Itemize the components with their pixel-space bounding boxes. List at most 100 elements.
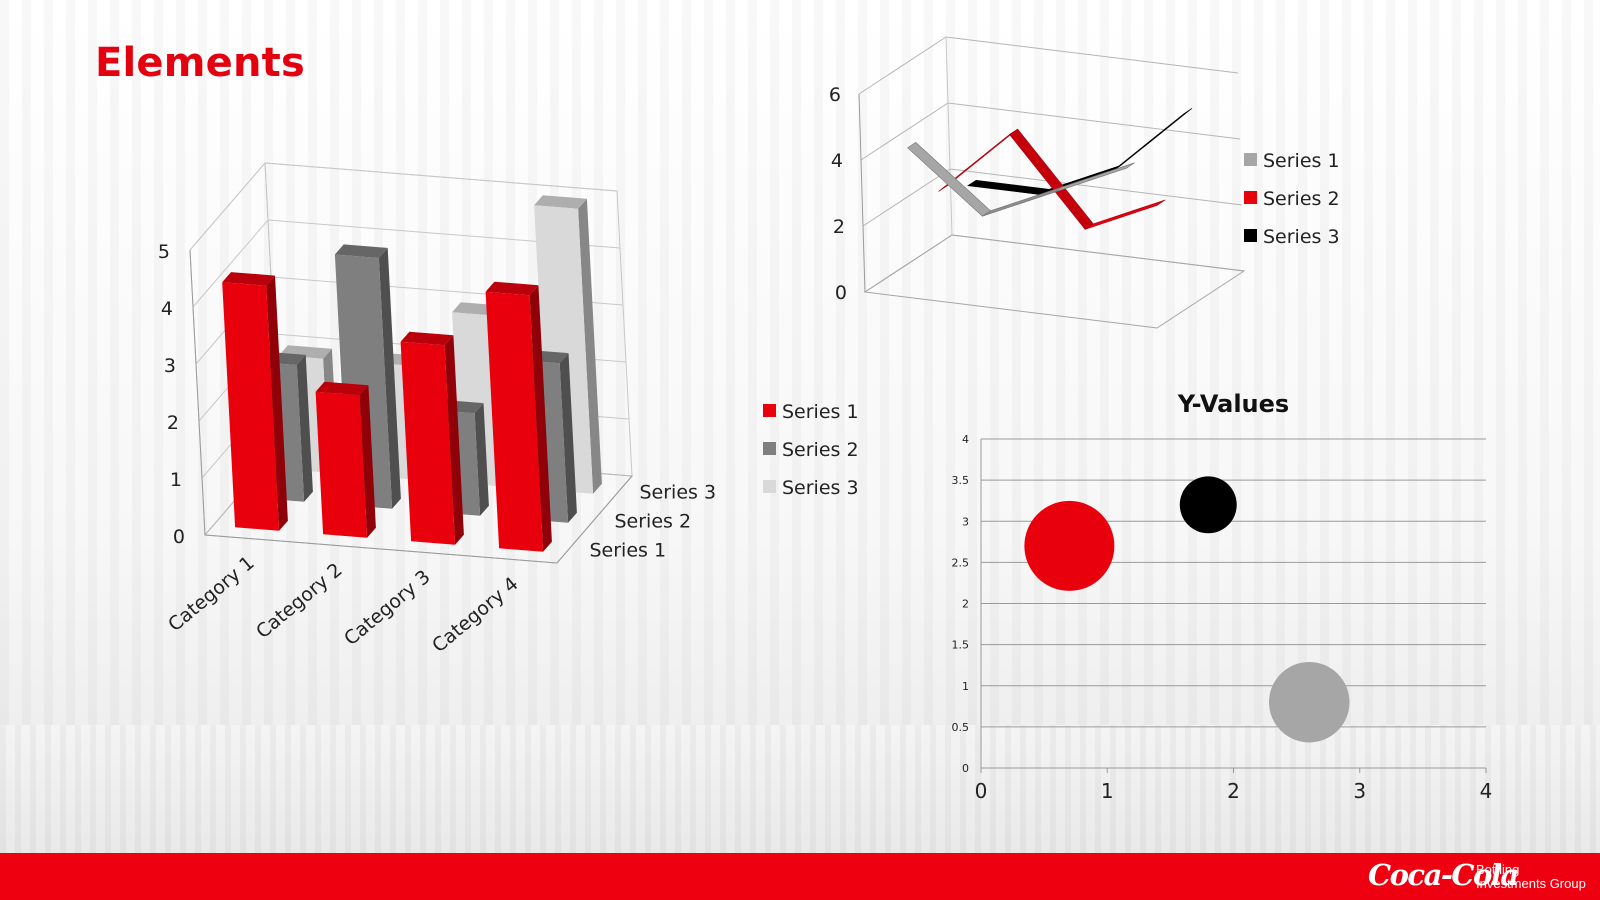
bar-side xyxy=(559,353,577,523)
bar-front xyxy=(485,291,544,552)
bar-y-tick-label: 3 xyxy=(164,355,176,377)
line-y-tick-label: 6 xyxy=(829,84,841,106)
bubble-x-tick-label: 4 xyxy=(1480,779,1493,803)
bar-gridline xyxy=(189,162,618,251)
bar-category-label: Category 1 xyxy=(164,552,259,636)
logo-script: Coca-Cola xyxy=(1368,858,1519,892)
bubble-y-tick-label: 2.5 xyxy=(952,556,970,569)
logo-text: Bottling Investments Group xyxy=(1476,863,1600,891)
bar-y-tick-label: 2 xyxy=(167,412,179,434)
bar-side xyxy=(266,275,288,531)
bubble-y-tick-label: 0 xyxy=(962,762,969,775)
bar-top xyxy=(400,331,454,346)
line-y-tick-label: 4 xyxy=(831,150,843,172)
bar-y-tick-label: 1 xyxy=(170,469,182,491)
bar-side xyxy=(378,247,401,509)
line-y-axis xyxy=(858,93,866,293)
bar-depth-axis xyxy=(556,475,633,564)
logo-line-1: Bottling xyxy=(1476,862,1520,877)
bubble-y-tick-label: 1 xyxy=(962,680,969,693)
line-segment xyxy=(1112,108,1193,171)
floor-pattern xyxy=(0,725,1600,853)
bar-y-tick-label: 0 xyxy=(173,526,185,548)
bar-top xyxy=(334,244,388,258)
bar-category-label: Category 2 xyxy=(252,559,347,643)
line-gridline xyxy=(858,36,1239,95)
bar xyxy=(315,381,376,538)
bar-x-axis xyxy=(204,534,558,564)
bubble-chart: Y-Values 0 0.5 1 1.5 2 2.5 3 3.5 4 0 1 2 3 4 xyxy=(952,390,1493,803)
line-series xyxy=(938,128,1166,230)
bar xyxy=(485,281,552,552)
bubble xyxy=(1024,500,1115,591)
legend-swatch xyxy=(1244,191,1257,204)
bar-series-axis-label: Series 2 xyxy=(615,511,692,533)
slide-title: Elements xyxy=(95,40,305,86)
legend-swatch xyxy=(763,480,776,493)
bubble-chart-title: Y-Values xyxy=(1177,390,1289,418)
legend-label: Series 3 xyxy=(1263,226,1340,248)
legend-swatch xyxy=(1244,229,1257,242)
bar-top xyxy=(485,281,539,296)
line-series xyxy=(907,142,1135,217)
bubble-y-tick-label: 1.5 xyxy=(952,639,970,652)
legend-label: Series 2 xyxy=(782,439,859,461)
bar xyxy=(222,272,288,531)
bar-chart-legend: Series 1 Series 2 Series 3 xyxy=(763,401,859,499)
bubble-y-tick-label: 4 xyxy=(962,433,969,446)
bar-front xyxy=(222,282,280,531)
line-y-tick-label: 2 xyxy=(833,216,845,238)
line-segment xyxy=(1054,162,1135,193)
bar-side xyxy=(296,354,313,502)
line-floor xyxy=(863,234,1246,329)
company-logo: Coca-Cola Bottling Investments Group xyxy=(1340,853,1600,900)
line-back-corner xyxy=(945,36,953,236)
bubble-x-tick-label: 0 xyxy=(975,779,988,803)
legend-swatch xyxy=(1244,153,1257,166)
bar-side xyxy=(578,198,602,494)
bar-top xyxy=(315,381,369,396)
bubble-y-tick-label: 0.5 xyxy=(952,721,970,734)
legend-label: Series 1 xyxy=(782,401,859,423)
bar-front xyxy=(400,341,456,545)
bar-gridline xyxy=(192,219,621,308)
line-chart-walls xyxy=(858,36,1246,329)
bar-series-axis-label: Series 1 xyxy=(590,540,667,562)
bar xyxy=(400,331,464,545)
bar-y-tick-label: 5 xyxy=(158,241,170,263)
bubble xyxy=(1179,476,1237,534)
line-y-tick-label: 0 xyxy=(835,282,847,304)
bar-front xyxy=(315,391,368,538)
legend-label: Series 2 xyxy=(1263,188,1340,210)
footer-bar xyxy=(0,853,1600,900)
legend-swatch xyxy=(763,442,776,455)
bar-top xyxy=(222,272,275,286)
bar-side xyxy=(474,403,489,516)
line-segment xyxy=(967,179,1050,196)
bar-side xyxy=(444,335,464,545)
bubble-x-tick-label: 3 xyxy=(1353,779,1366,803)
line-chart-legend: Series 1 Series 2 Series 3 xyxy=(1244,150,1340,248)
bar-series-axis-label: Series 3 xyxy=(640,482,717,504)
line-chart-3d: 0 2 4 6 Series 1 Series 2 Series 3 xyxy=(829,36,1340,329)
bar-top xyxy=(534,195,587,209)
bar-side xyxy=(529,285,552,552)
bubbles xyxy=(1024,476,1350,743)
line-chart-axes: 0 2 4 6 xyxy=(829,84,847,304)
bubble-x-tick-label: 1 xyxy=(1101,779,1114,803)
logo-line-2: Investments Group xyxy=(1476,876,1586,891)
legend-label: Series 3 xyxy=(782,477,859,499)
bubble xyxy=(1269,661,1350,743)
line-segment xyxy=(1084,199,1166,230)
bubble-y-tick-label: 3.5 xyxy=(952,474,970,487)
bar-side xyxy=(359,385,376,538)
bubble-y-tick-label: 2 xyxy=(962,598,969,611)
bubble-y-tick-label: 3 xyxy=(962,515,969,528)
legend-label: Series 1 xyxy=(1263,150,1340,172)
bar-y-tick-label: 4 xyxy=(161,298,173,320)
bar-y-axis xyxy=(189,249,206,536)
legend-swatch xyxy=(763,404,776,417)
bar-category-label: Category 4 xyxy=(428,573,523,657)
